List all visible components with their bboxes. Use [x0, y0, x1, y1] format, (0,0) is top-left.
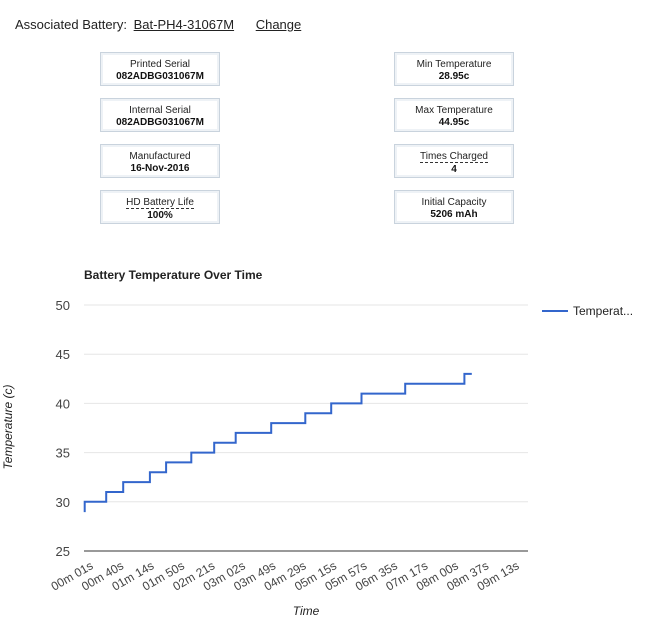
card-label-tooltip[interactable]: HD Battery Life [126, 197, 194, 209]
associated-battery-bar: Associated Battery: Bat-PH4-31067M Chang… [15, 17, 301, 32]
y-tick-label: 50 [56, 298, 70, 313]
card-label: Manufactured [129, 151, 191, 162]
card-initial-capacity: Initial Capacity 5206 mAh [394, 190, 514, 224]
card-label: Min Temperature [416, 59, 492, 70]
chart-title: Battery Temperature Over Time [84, 268, 263, 282]
y-tick-label: 30 [56, 495, 70, 510]
card-value: 5206 mAh [430, 209, 478, 220]
x-axis-label: Time [293, 604, 320, 618]
card-value: 44.95c [438, 117, 470, 128]
card-label: Printed Serial [129, 59, 191, 70]
card-hd-battery-life: HD Battery Life 100% [100, 190, 220, 224]
y-axis-ticks: 25 30 35 40 45 50 [56, 298, 70, 559]
series-line-temperature[interactable] [83, 372, 472, 513]
chart-grid [84, 304, 528, 552]
card-label: Internal Serial [129, 105, 191, 116]
card-value: 082ADBG031067M [116, 71, 204, 82]
card-manufactured: Manufactured 16-Nov-2016 [100, 144, 220, 178]
y-tick-label: 25 [56, 544, 70, 559]
card-value: 4 [451, 164, 457, 175]
y-tick-label: 40 [56, 396, 70, 411]
card-label: Max Temperature [415, 105, 493, 116]
card-value: 082ADBG031067M [116, 117, 204, 128]
card-value: 100% [147, 210, 173, 221]
card-internal-serial: Internal Serial 082ADBG031067M [100, 98, 220, 132]
y-axis-label: Temperature (c) [1, 385, 15, 470]
card-max-temperature: Max Temperature 44.95c [394, 98, 514, 132]
card-times-charged: Times Charged 4 [394, 144, 514, 178]
card-min-temperature: Min Temperature 28.95c [394, 52, 514, 86]
y-tick-label: 45 [56, 347, 70, 362]
card-label-tooltip[interactable]: Times Charged [420, 151, 488, 163]
y-tick-label: 35 [56, 446, 70, 461]
card-printed-serial: Printed Serial 082ADBG031067M [100, 52, 220, 86]
card-value: 16-Nov-2016 [130, 163, 190, 174]
card-value: 28.95c [438, 71, 470, 82]
legend-label[interactable]: Temperat... [573, 304, 633, 318]
associated-battery-label: Associated Battery: [15, 17, 127, 32]
change-link[interactable]: Change [255, 17, 302, 32]
battery-id-link[interactable]: Bat-PH4-31067M [133, 17, 235, 32]
card-label: Initial Capacity [421, 197, 487, 208]
